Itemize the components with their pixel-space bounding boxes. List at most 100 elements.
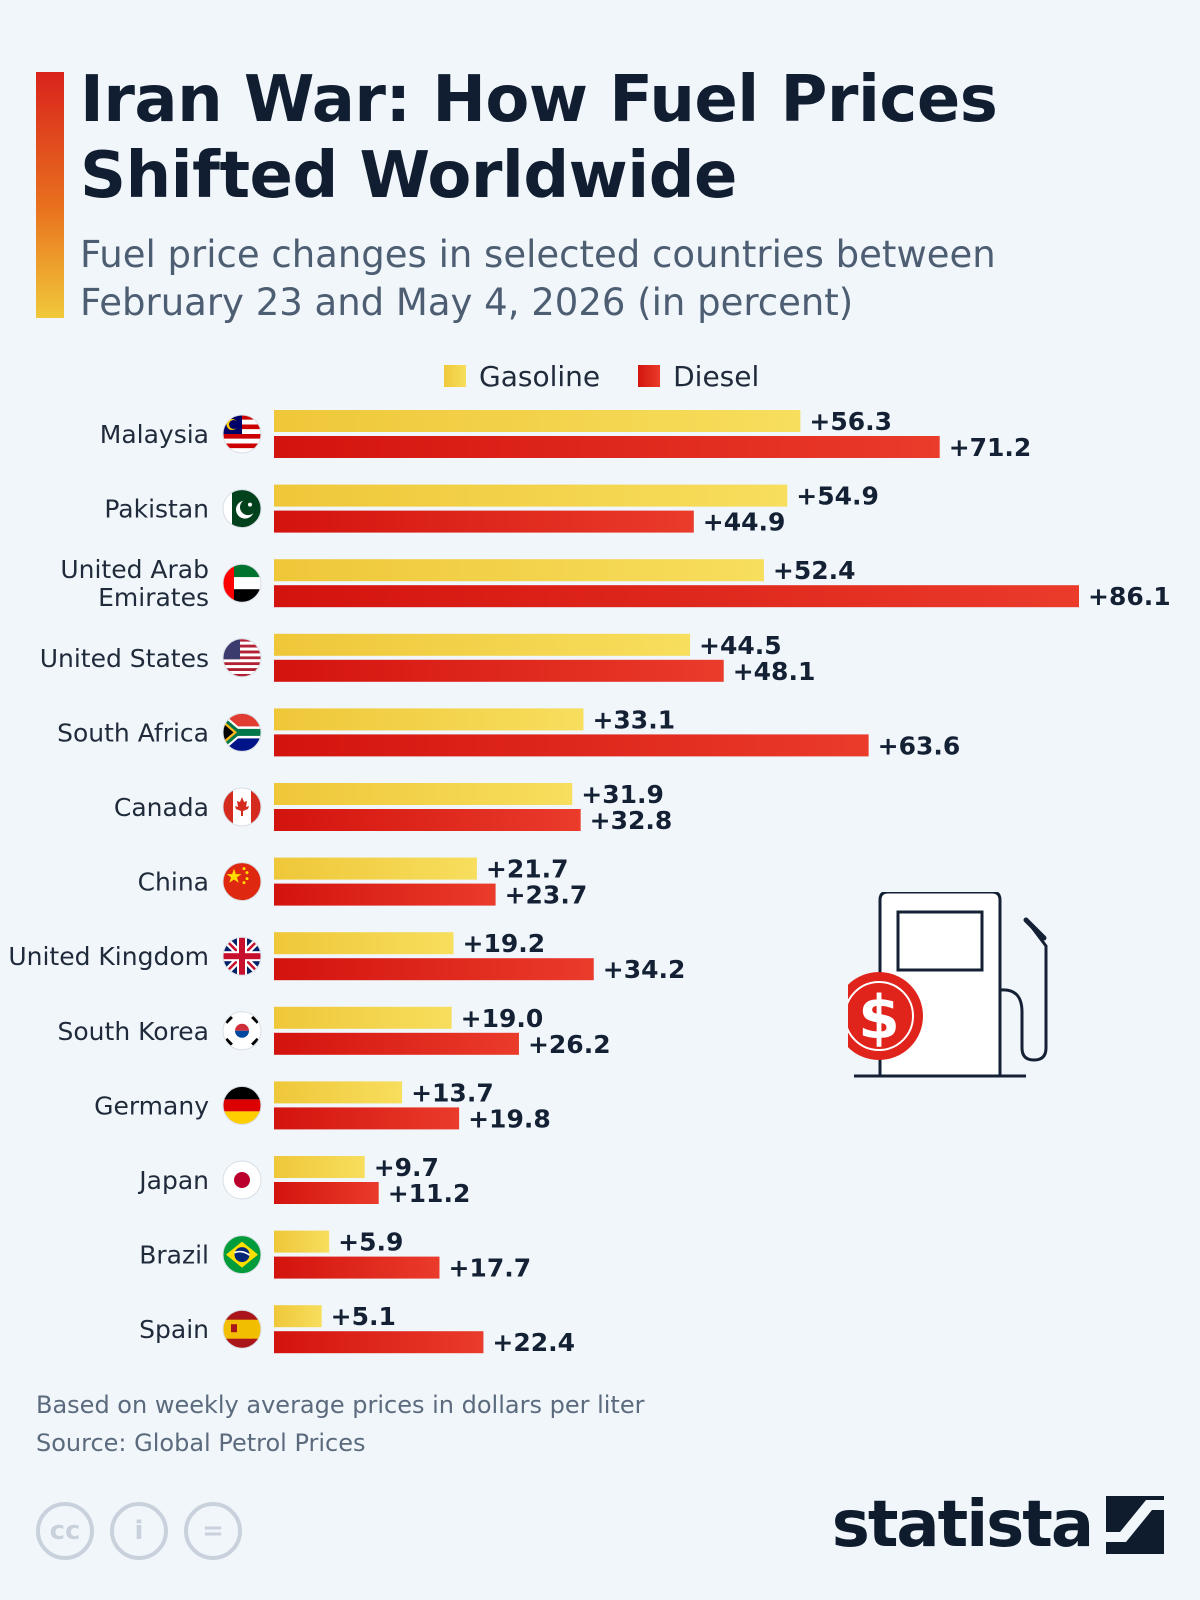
malaysia-flag-icon <box>222 414 262 454</box>
category-label-brazil: Brazil <box>139 1241 209 1270</box>
gasoline-value-brazil: +5.9 <box>338 1228 403 1257</box>
cc-icon[interactable]: cc <box>36 1502 94 1560</box>
category-label-united-kingdom: United Kingdom <box>8 942 209 971</box>
footnote-note: Based on weekly average prices in dollar… <box>36 1391 645 1419</box>
diesel-bar-japan <box>274 1182 379 1204</box>
row-canada: Canada +31.9+32.8 <box>114 780 672 835</box>
diesel-bar-germany <box>274 1107 460 1130</box>
footnote-source: Source: Global Petrol Prices <box>36 1429 366 1457</box>
diesel-value-united-arab-emirates: +86.1 <box>1088 582 1171 611</box>
page-title: Iran War: How Fuel Prices Shifted Worldw… <box>80 63 998 213</box>
china-flag-icon <box>222 862 262 902</box>
statista-logo[interactable]: statista <box>832 1488 1164 1562</box>
uk-flag-icon <box>222 936 262 976</box>
uae-flag-icon <box>222 563 262 603</box>
no-derivatives-icon[interactable]: = <box>184 1502 242 1560</box>
gasoline-value-united-arab-emirates: +52.4 <box>773 556 856 585</box>
diesel-value-china: +23.7 <box>505 881 588 910</box>
japan-flag-icon <box>222 1160 262 1200</box>
diesel-bar-brazil <box>274 1256 440 1279</box>
diesel-bar-south-korea <box>274 1032 519 1055</box>
legend-swatch-gasoline <box>444 365 466 387</box>
diesel-value-south-korea: +26.2 <box>528 1030 611 1059</box>
gasoline-value-united-states: +44.5 <box>699 631 782 660</box>
category-label-south-africa: South Africa <box>57 718 209 747</box>
category-label-pakistan: Pakistan <box>104 495 209 524</box>
row-germany: Germany +13.7+19.8 <box>94 1078 551 1133</box>
fuel-pump-dollar-icon: $ <box>848 892 1048 1078</box>
legend: Gasoline Diesel <box>444 356 797 396</box>
brazil-flag-icon <box>222 1235 262 1275</box>
diesel-value-canada: +32.8 <box>590 806 673 835</box>
diesel-bar-china <box>274 883 496 906</box>
germany-flag-icon <box>222 1085 262 1125</box>
accent-bar <box>36 72 64 318</box>
gasoline-value-south-africa: +33.1 <box>592 705 675 734</box>
category-label-canada: Canada <box>114 793 209 822</box>
diesel-bar-spain <box>274 1331 484 1354</box>
statista-mark-icon <box>1106 1496 1164 1554</box>
category-label-germany: Germany <box>94 1091 209 1120</box>
attribution-icon[interactable]: i <box>110 1502 168 1560</box>
canada-flag-icon <box>222 787 262 827</box>
diesel-value-malaysia: +71.2 <box>949 433 1032 462</box>
diesel-value-united-states: +48.1 <box>733 657 816 686</box>
legend-label-gasoline: Gasoline <box>479 359 601 393</box>
row-united-kingdom: United Kingdom +19.2 +34.2 <box>8 929 685 984</box>
row-china: China +21.7+23.7 <box>138 855 588 910</box>
diesel-value-united-kingdom: +34.2 <box>603 955 686 984</box>
legend-label-diesel: Diesel <box>673 359 760 393</box>
category-label-united-states: United States <box>40 644 209 673</box>
category-label-japan: Japan <box>137 1166 209 1195</box>
page-subtitle: Fuel price changes in selected countries… <box>80 233 996 324</box>
category-label-china: China <box>138 868 209 897</box>
gasoline-bar-south-korea <box>274 1006 452 1029</box>
gasoline-bar-canada <box>274 783 573 805</box>
diesel-bar-united-kingdom <box>274 958 594 981</box>
gasoline-value-china: +21.7 <box>486 855 569 884</box>
usa-flag-icon <box>222 638 262 678</box>
gasoline-bar-united-kingdom <box>274 932 454 955</box>
gasoline-value-germany: +13.7 <box>411 1078 494 1107</box>
gasoline-value-malaysia: +56.3 <box>809 407 892 436</box>
gasoline-value-united-kingdom: +19.2 <box>463 929 546 958</box>
gasoline-bar-brazil <box>274 1230 330 1253</box>
gasoline-bar-pakistan <box>274 484 788 507</box>
footnote: Based on weekly average prices in dollar… <box>36 1386 644 1462</box>
diesel-value-south-africa: +63.6 <box>878 731 961 760</box>
diesel-value-japan: +11.2 <box>388 1179 471 1208</box>
legend-item-diesel: Diesel <box>638 360 759 393</box>
gasoline-bar-japan <box>274 1156 365 1178</box>
row-japan: Japan +9.7+11.2 <box>137 1153 470 1208</box>
diesel-bar-united-states <box>274 659 724 682</box>
diesel-bar-pakistan <box>274 510 694 533</box>
row-pakistan: Pakistan +54.9 +44.9 <box>104 482 879 537</box>
category-label-spain: Spain <box>139 1315 209 1344</box>
diesel-bar-united-arab-emirates <box>274 585 1079 608</box>
south-africa-flag-icon <box>222 712 262 752</box>
gasoline-value-pakistan: +54.9 <box>796 482 879 511</box>
legend-swatch-diesel <box>638 365 661 387</box>
gasoline-bar-germany <box>274 1081 403 1104</box>
pakistan-flag-icon <box>222 489 262 529</box>
diesel-bar-malaysia <box>274 436 940 458</box>
diesel-value-pakistan: +44.9 <box>703 508 786 537</box>
category-label-united-arab-emirates-line-2: Emirates <box>98 583 209 612</box>
category-label-malaysia: Malaysia <box>100 420 209 449</box>
row-malaysia: Malaysia +56.3 +71.2 <box>100 407 1032 462</box>
gasoline-bar-malaysia <box>274 410 801 432</box>
gasoline-value-canada: +31.9 <box>581 780 664 809</box>
legend-item-gasoline: Gasoline <box>444 360 600 393</box>
license-icons: cc i = <box>36 1502 258 1560</box>
diesel-value-spain: +22.4 <box>492 1328 575 1357</box>
dollar-sign: $ <box>858 983 900 1053</box>
diesel-value-germany: +19.8 <box>468 1104 551 1133</box>
gasoline-bar-spain <box>274 1305 322 1328</box>
row-brazil: Brazil +5.9 +17.7 <box>139 1228 531 1283</box>
bar-chart: Malaysia +56.3 +71.2 Pakistan +54.9 +44.9 Unit… <box>8 407 1170 1357</box>
row-south-korea: South Korea +19.0+26.2 <box>58 1004 611 1059</box>
category-label-united-arab-emirates-line-1: United Arab <box>60 555 209 584</box>
diesel-bar-canada <box>274 809 581 831</box>
row-spain: Spain +5.1 +22.4 <box>139 1302 575 1357</box>
